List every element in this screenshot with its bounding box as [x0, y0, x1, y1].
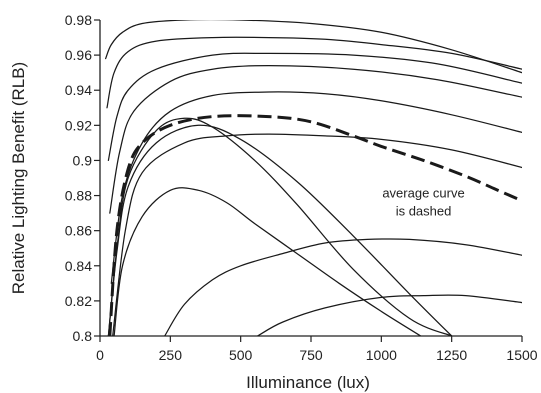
x-tick-label: 500 [229, 347, 253, 363]
x-ticks: 0 250 500 750 1000 1250 1500 [96, 336, 538, 363]
y-tick-label: 0.88 [65, 188, 92, 204]
y-tick-label: 0.84 [65, 258, 92, 274]
x-tick-label: 1000 [366, 347, 397, 363]
y-tick-label: 0.94 [65, 82, 92, 98]
series-line-4 [109, 64, 522, 214]
series-line-6 [112, 133, 522, 336]
y-tick-label: 0.86 [65, 223, 92, 239]
series-layer [104, 20, 522, 336]
x-axis-title: Illuminance (lux) [246, 373, 370, 392]
series-line-12 [256, 294, 522, 336]
series-line-8 [107, 117, 453, 336]
series-line-10 [113, 187, 422, 336]
annotation-line-1: average curve [382, 185, 464, 200]
x-tick-label: 1500 [506, 347, 537, 363]
y-tick-label: 0.98 [65, 12, 92, 28]
y-tick-label: 0.82 [65, 293, 92, 309]
x-tick-label: 750 [299, 347, 323, 363]
series-line-1 [104, 20, 522, 74]
y-tick-label: 0.92 [65, 117, 92, 133]
annotation: average curve is dashed [382, 185, 464, 218]
annotation-line-2: is dashed [396, 203, 452, 218]
y-axis-title: Relative Lighting Benefit (RLB) [9, 62, 28, 294]
y-tick-label: 0.9 [73, 152, 93, 168]
x-tick-label: 0 [96, 347, 104, 363]
series-line-average [108, 114, 522, 336]
series-line-11 [164, 238, 522, 336]
series-line-9 [107, 124, 453, 336]
x-tick-label: 250 [159, 347, 183, 363]
y-ticks: 0.8 0.82 0.84 0.86 0.88 0.9 0.92 0.94 0.96 0.98 [65, 12, 100, 344]
series-line-3 [107, 52, 522, 162]
y-tick-label: 0.96 [65, 47, 92, 63]
series-line-2 [106, 36, 522, 109]
y-tick-label: 0.8 [73, 328, 93, 344]
y-axis-title-group: Relative Lighting Benefit (RLB) [9, 62, 28, 294]
x-tick-label: 1250 [436, 347, 467, 363]
series-line-5 [110, 91, 522, 284]
